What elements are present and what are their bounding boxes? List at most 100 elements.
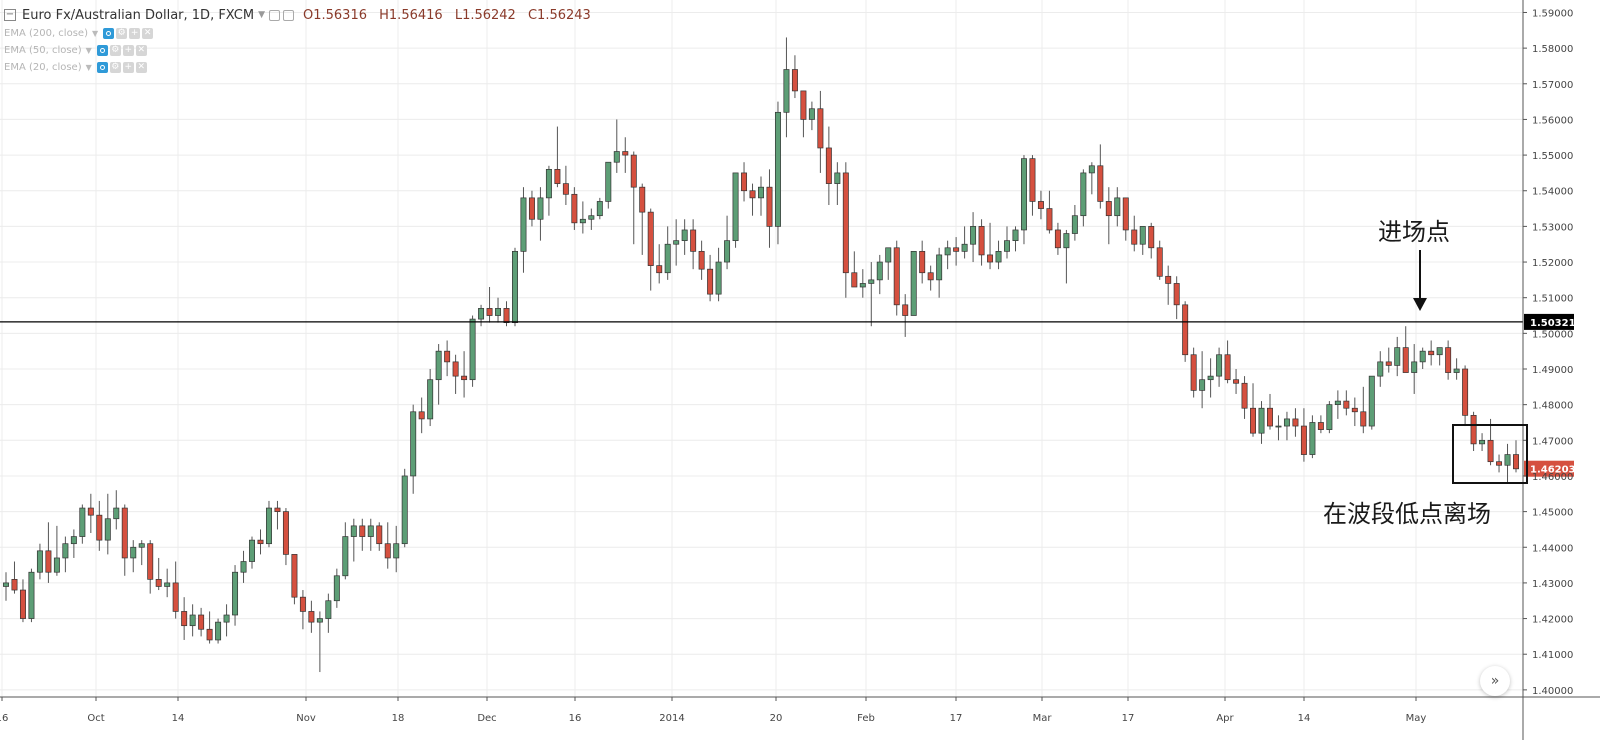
chevron-down-icon[interactable]: ▼ — [258, 10, 265, 20]
candle-body-down — [444, 350, 451, 363]
candle-body-down — [791, 69, 798, 92]
collapse-icon[interactable]: − — [4, 9, 16, 21]
candle — [96, 500, 103, 551]
candle-body-down — [707, 268, 714, 295]
candle — [1216, 347, 1223, 387]
candle-body-down — [11, 578, 18, 591]
candle — [1165, 265, 1172, 305]
candle-body-down — [817, 108, 824, 149]
candle-body-up — [427, 379, 434, 420]
candles — [3, 37, 1519, 673]
candle-body-down — [45, 550, 52, 573]
candle-body-down — [452, 361, 459, 377]
candle-body-up — [961, 243, 968, 252]
candle-body-up — [885, 247, 892, 263]
y-tick-label: 1.54000 — [1532, 187, 1573, 198]
candle-body-up — [1063, 233, 1070, 249]
plus-icon[interactable]: + — [129, 28, 141, 39]
candle — [1267, 393, 1273, 430]
candle — [410, 404, 417, 494]
candle — [28, 568, 35, 623]
y-tick-label: 1.58000 — [1532, 44, 1573, 55]
candle-body-up — [868, 279, 875, 284]
candle-body-up — [70, 536, 77, 545]
candle — [1411, 344, 1418, 394]
candle — [36, 543, 43, 580]
candle-body-up — [783, 69, 790, 113]
candle — [333, 568, 340, 608]
candle-body-down — [1182, 304, 1189, 356]
horizontal-level: 1.50321 1.46203 — [0, 313, 1576, 477]
candle-body-up — [715, 261, 722, 295]
candle — [1300, 408, 1307, 462]
candle — [732, 172, 739, 248]
candle — [588, 208, 595, 230]
scroll-to-latest-button[interactable]: » — [1480, 666, 1510, 696]
candle — [291, 554, 298, 605]
gear-icon[interactable]: ⚙ — [116, 28, 128, 39]
candle — [265, 500, 272, 548]
candle-body-up — [1020, 158, 1027, 231]
candle-body-down — [927, 272, 934, 281]
candle-body-down — [87, 507, 94, 516]
y-tick-label: 1.47000 — [1532, 436, 1573, 447]
study-ema-20[interactable]: EMA (20, close) ▼ ⚙ + ✕ — [4, 59, 599, 76]
candle — [554, 126, 561, 188]
candle — [927, 265, 934, 291]
study-ema-50[interactable]: EMA (50, close) ▼ ⚙ + ✕ — [4, 42, 599, 59]
y-tick-label: 1.55000 — [1532, 151, 1573, 162]
candle-body-down — [919, 250, 926, 274]
study-ema-200[interactable]: EMA (200, close) ▼ ⚙ + ✕ — [4, 25, 599, 42]
open-value: O1.56316 — [303, 7, 367, 23]
gear-icon[interactable]: ⚙ — [109, 62, 121, 73]
candle — [893, 240, 900, 316]
candle-body-up — [401, 475, 408, 545]
candle — [656, 244, 663, 284]
candle-body-up — [758, 186, 764, 199]
settings-icon[interactable] — [283, 9, 294, 21]
candle-body-up — [876, 261, 883, 281]
candle-body-up — [1080, 172, 1087, 217]
visibility-icon[interactable] — [269, 9, 280, 21]
candle-body-up — [1004, 240, 1010, 252]
eye-icon[interactable] — [103, 28, 115, 39]
candle-body-down — [1224, 354, 1231, 381]
candle-body-down — [376, 525, 383, 545]
candle-body-down — [257, 539, 264, 545]
candle-body-down — [291, 554, 298, 598]
close-icon[interactable]: ✕ — [142, 28, 154, 39]
candle-body-up — [1139, 226, 1146, 245]
candle — [435, 344, 442, 405]
chevron-down-icon[interactable]: ▼ — [85, 46, 92, 55]
candle — [885, 247, 892, 280]
candle — [664, 226, 671, 280]
eye-icon[interactable] — [96, 45, 108, 56]
candle — [1504, 443, 1511, 484]
eye-icon[interactable] — [96, 62, 108, 73]
candle — [834, 162, 841, 205]
chevron-down-icon[interactable]: ▼ — [85, 63, 92, 72]
candle — [1436, 347, 1443, 366]
candle — [1283, 411, 1290, 441]
candle — [1496, 454, 1503, 473]
candle — [113, 490, 120, 530]
candle-body-down — [554, 168, 561, 184]
gear-icon[interactable]: ⚙ — [109, 45, 121, 56]
candle — [690, 219, 697, 270]
chevron-down-icon[interactable]: ▼ — [91, 29, 99, 38]
candle-body-down — [1496, 461, 1503, 466]
close-icon[interactable]: ✕ — [135, 62, 147, 73]
y-tick-label: 1.50000 — [1532, 329, 1573, 340]
y-tick-label: 1.43000 — [1532, 579, 1573, 590]
candle-body-up — [3, 582, 9, 587]
plus-icon[interactable]: + — [122, 62, 134, 73]
plus-icon[interactable]: + — [122, 45, 134, 56]
candle — [800, 90, 807, 138]
candle — [842, 162, 849, 298]
close-icon[interactable]: ✕ — [135, 45, 147, 56]
candle — [1334, 390, 1341, 419]
candle — [198, 607, 205, 637]
candle-body-down — [800, 90, 807, 120]
